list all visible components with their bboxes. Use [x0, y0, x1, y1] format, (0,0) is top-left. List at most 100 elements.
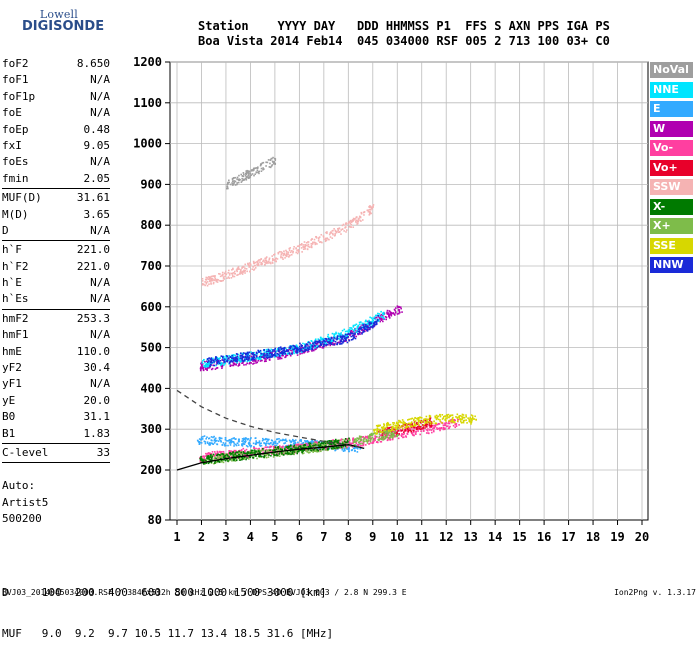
echo-point-sse [373, 431, 376, 433]
echo-point-vo [382, 438, 385, 440]
echo-point-x [302, 452, 305, 454]
echo-point-e [291, 444, 293, 447]
echo-point-nnw [266, 354, 269, 357]
echo-point-noval [238, 174, 240, 177]
echo-point-noval [249, 172, 252, 175]
echo-point-sse [473, 418, 476, 420]
echo-point-nnw [322, 343, 325, 346]
echo-point-nnw [348, 339, 351, 342]
echo-point-noval [231, 184, 234, 186]
echo-point-nne [297, 347, 300, 349]
echo-point-ssw [214, 275, 216, 277]
echo-point-e [233, 441, 235, 444]
echo-point-x [369, 437, 372, 439]
echo-point-nnw [219, 359, 222, 362]
echo-point-x [382, 430, 385, 433]
echo-point-nne [225, 357, 228, 360]
echo-point-x [237, 453, 240, 456]
echo-point-vo [386, 428, 388, 431]
echo-point-ssw [240, 272, 242, 274]
echo-point-w [331, 342, 334, 344]
echo-point-ssw [313, 241, 316, 244]
echo-point-nne [330, 340, 333, 342]
echo-point-nnw [330, 337, 333, 340]
echo-point-x [375, 435, 378, 438]
echo-point-nnw [300, 349, 302, 352]
echo-point-noval [271, 157, 273, 160]
echo-point-e [297, 441, 299, 444]
echo-point-ssw [354, 218, 356, 220]
echo-point-sse [397, 425, 400, 427]
echo-point-x [329, 443, 331, 445]
echo-point-e [286, 444, 289, 447]
echo-point-nnw [302, 350, 304, 353]
echo-point-vo [421, 424, 424, 426]
echo-point-vo [419, 428, 422, 431]
echo-point-x [344, 444, 347, 447]
echo-point-x [285, 446, 288, 448]
echo-point-w [398, 309, 400, 311]
echo-point-ssw [329, 236, 332, 238]
echo-point-w [265, 352, 267, 355]
echo-point-nnw [240, 357, 242, 359]
echo-point-nne [237, 353, 240, 356]
echo-point-ssw [253, 268, 256, 270]
echo-point-x [272, 456, 275, 458]
echo-point-vo [362, 444, 365, 447]
echo-point-e [223, 443, 226, 446]
echo-point-nne [352, 324, 355, 327]
echo-point-nnw [241, 356, 244, 358]
echo-point-x [288, 447, 290, 450]
echo-point-nnw [373, 322, 376, 324]
echo-point-x [348, 438, 351, 440]
echo-point-e [276, 442, 279, 445]
echo-point-w [309, 342, 311, 345]
echo-point-x [365, 440, 368, 442]
echo-point-nnw [210, 357, 213, 359]
echo-point-nne [236, 361, 238, 364]
echo-point-vo [408, 428, 411, 430]
echo-point-nnw [317, 340, 320, 343]
echo-point-x [211, 454, 214, 457]
echo-point-ssw [368, 205, 370, 208]
echo-point-x [290, 445, 293, 448]
echo-point-ssw [367, 209, 370, 211]
echo-point-w [377, 316, 380, 318]
echo-point-sse [439, 415, 442, 418]
echo-point-vo [245, 448, 248, 451]
echo-point-vo [419, 433, 421, 436]
echo-point-x [305, 450, 307, 452]
echo-point-e [257, 441, 259, 444]
echo-point-nnw [230, 357, 233, 359]
echo-point-nne [207, 362, 210, 364]
echo-point-vo [355, 442, 358, 445]
echo-point-nnw [312, 342, 314, 345]
echo-point-w [316, 342, 319, 345]
echo-point-x [282, 451, 285, 453]
echo-point-vo [359, 440, 362, 443]
echo-point-vo [393, 435, 396, 438]
echo-point-x [253, 449, 256, 451]
echo-point-sse [445, 415, 447, 417]
echo-point-ssw [254, 267, 257, 269]
echo-point-x [368, 435, 371, 437]
echo-point-ssw [216, 278, 218, 281]
echo-point-vo [422, 421, 424, 423]
param-value: N/A [90, 377, 110, 391]
echo-point-x [322, 447, 325, 450]
echo-point-nnw [293, 348, 295, 351]
echo-point-nne [338, 338, 341, 340]
echo-point-ssw [267, 260, 270, 263]
echo-point-e [343, 448, 346, 451]
echo-point-nnw [210, 360, 213, 362]
echo-point-x [221, 453, 223, 455]
echo-point-e [307, 440, 310, 443]
echo-point-nnw [325, 344, 328, 346]
echo-point-x [217, 456, 219, 458]
echo-point-ssw [253, 269, 255, 271]
param-value: N/A [90, 223, 110, 237]
echo-point-x [366, 442, 369, 444]
echo-point-nnw [255, 355, 258, 357]
echo-point-vo [203, 460, 206, 462]
echo-point-vo [425, 423, 427, 426]
